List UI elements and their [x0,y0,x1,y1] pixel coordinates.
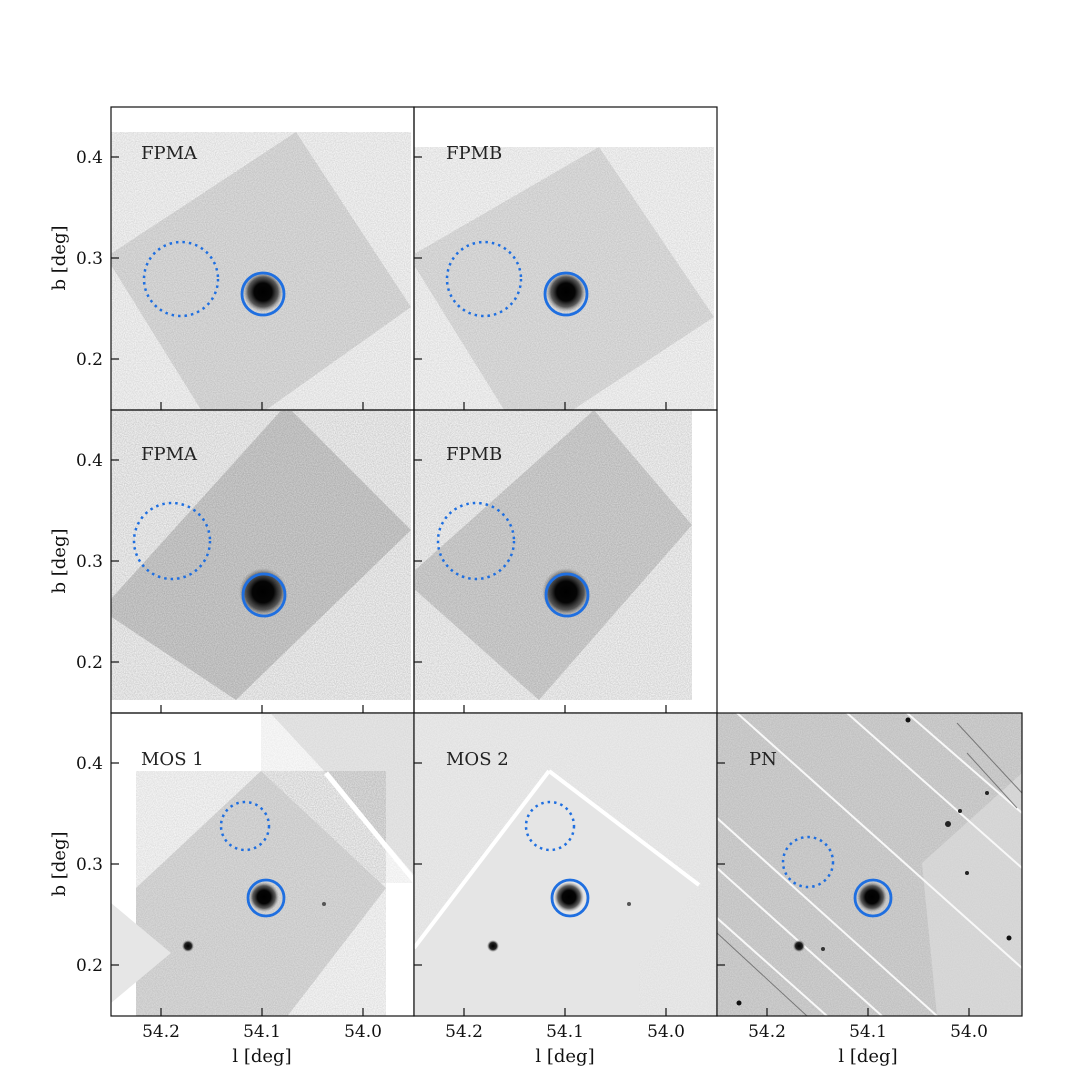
ticks [414,459,667,713]
background-region-circle [781,835,835,889]
ticks [414,156,667,410]
x-tick-label: 54.2 [142,1022,180,1042]
x-tick-label: 54.0 [647,1022,685,1042]
x-axis-label: l [deg] [838,1046,897,1067]
background-region-circle [524,800,576,852]
source-region-circle [240,271,286,317]
panel-pn: PN [716,712,1023,1017]
point-source [487,940,499,952]
point-source [945,821,951,827]
x-tick-label: 54.1 [849,1022,887,1042]
x-tick-label: 54.2 [445,1022,483,1042]
y-tick-label: 0.2 [76,956,103,976]
x-tick-label: 54.0 [344,1022,382,1042]
background-region-circle [219,800,271,852]
panel-label: MOS 2 [446,749,509,770]
background-region-circle [436,501,516,581]
y-tick-label: 0.2 [76,653,103,673]
y-tick-labels-row-0: 0.2 0.3 0.4 [76,148,103,370]
panel-label: FPMB [446,444,502,465]
x-tick-labels-col-0: 54.2 54.1 54.0 [142,1022,382,1042]
image-area [414,713,717,1016]
ticks [111,762,364,1016]
background-region-circle [445,240,523,318]
source-emission [546,272,586,312]
panel-fpma-middle: FPMA [110,409,415,714]
background-region-circle [142,240,220,318]
panel-mos2: MOS 2 [413,712,718,1017]
source-region-circle [853,878,893,918]
panel-mos1: MOS 1 [110,712,415,1017]
point-source [905,717,911,723]
background-region-circle [132,501,212,581]
x-tick-label: 54.1 [546,1022,584,1042]
x-tick-label: 54.1 [243,1022,281,1042]
y-axis-label: b [deg] [49,832,70,897]
y-tick-label: 0.4 [76,148,103,168]
point-source [821,947,825,951]
x-tick-labels-col-1: 54.2 54.1 54.0 [445,1022,685,1042]
source-region-circle [241,572,287,618]
x-tick-label: 54.0 [950,1022,988,1042]
y-tick-labels-row-1: 0.2 0.3 0.4 [76,451,103,673]
source-emission [857,882,887,912]
y-tick-labels-row-2: 0.2 0.3 0.4 [76,754,103,976]
panel-fpmb-middle: FPMB [413,409,718,714]
ticks [111,156,364,410]
image-area [111,713,414,1016]
image-area [111,132,411,410]
ticks [111,459,364,713]
panel-fpma-top: FPMA [110,106,415,411]
y-tick-label: 0.3 [76,855,103,875]
source-emission [249,882,279,912]
source-region-circle [550,878,590,918]
y-tick-label: 0.4 [76,754,103,774]
point-source [627,902,631,906]
x-tick-labels-col-2: 54.2 54.1 54.0 [748,1022,988,1042]
readout-streaks [717,713,1022,1016]
y-tick-label: 0.3 [76,552,103,572]
y-axis-label: b [deg] [49,529,70,594]
y-axis-label: b [deg] [49,226,70,291]
image-area [111,410,411,700]
x-tick-label: 54.2 [748,1022,786,1042]
source-emission [243,272,283,312]
panel-label: FPMA [141,143,198,164]
panel-label: MOS 1 [141,749,204,770]
source-emission [554,882,584,912]
point-source [182,940,194,952]
ticks [717,762,970,1016]
point-source [1006,935,1012,941]
x-axis-label: l [deg] [535,1046,594,1067]
panel-label: FPMB [446,143,502,164]
image-area [717,713,1022,1016]
point-source [736,1000,742,1006]
source-region-circle [246,878,286,918]
source-region-circle [543,271,589,317]
image-area [414,147,714,410]
ticks [414,762,667,1016]
point-source [793,940,805,952]
point-source [958,809,962,813]
panel-fpmb-top: FPMB [413,106,718,411]
y-tick-label: 0.2 [76,350,103,370]
source-region-circle [544,572,590,618]
y-tick-label: 0.4 [76,451,103,471]
x-axis-label: l [deg] [232,1046,291,1067]
point-source [985,791,989,795]
point-source [965,871,969,875]
panel-label: PN [749,749,777,770]
panel-label: FPMA [141,444,198,465]
y-tick-label: 0.3 [76,249,103,269]
point-source [322,902,326,906]
